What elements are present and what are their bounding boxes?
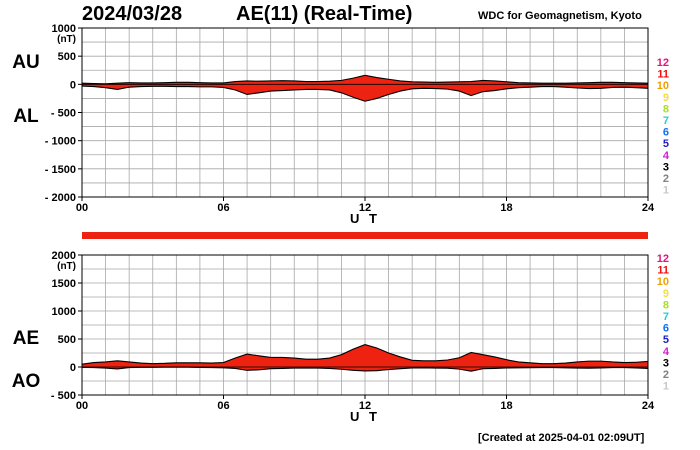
station-count-label: 7 [663, 115, 669, 127]
data-coverage-bar [82, 232, 648, 239]
series-band-fill [82, 75, 648, 102]
created-timestamp: [Created at 2025-04-01 02:09UT] [478, 432, 645, 444]
station-count-label: 12 [657, 253, 669, 265]
x-tick-label: 12 [359, 202, 371, 214]
x-tick-label: 18 [500, 202, 512, 214]
station-count-label: 11 [657, 265, 669, 277]
station-count-label: 9 [663, 288, 669, 300]
series-label-al: AL [13, 106, 39, 127]
y-tick-label: 1500 [52, 278, 76, 290]
y-tick-label: 1000 [52, 23, 76, 35]
station-count-label: 8 [663, 103, 669, 115]
y-tick-label: 0 [70, 362, 76, 374]
station-count-label: 2 [663, 173, 669, 185]
series-label-ae: AE [13, 328, 39, 349]
station-count-label: 9 [663, 92, 669, 104]
y-tick-label: - 1500 [45, 164, 76, 176]
y-tick-label: 500 [58, 51, 76, 63]
series-band-fill [82, 344, 648, 372]
station-count-label: 5 [663, 334, 669, 346]
x-tick-label: 24 [642, 400, 655, 412]
source-label: WDC for Geomagnetism, Kyoto [478, 10, 642, 22]
y-tick-label: 500 [58, 334, 76, 346]
y-tick-label: - 500 [51, 390, 76, 402]
date-heading: 2024/03/28 [82, 3, 183, 25]
x-axis-label: U T [350, 409, 380, 424]
station-count-label: 10 [657, 80, 669, 92]
x-tick-label: 12 [359, 400, 371, 412]
y-tick-label: 2000 [52, 250, 76, 262]
station-count-label: 11 [657, 69, 669, 81]
y-tick-label: - 1000 [45, 136, 76, 148]
x-axis-label: U T [350, 211, 380, 226]
station-count-label: 5 [663, 138, 669, 150]
station-count-label: 7 [663, 311, 669, 323]
x-tick-label: 00 [76, 400, 88, 412]
y-tick-label: - 500 [51, 108, 76, 120]
x-tick-label: 18 [500, 400, 512, 412]
station-count-label: 8 [663, 299, 669, 311]
station-count-label: 6 [663, 323, 669, 335]
x-tick-label: 24 [642, 202, 655, 214]
series-line-ae [81, 344, 649, 365]
station-count-label: 4 [663, 150, 670, 162]
y-tick-label: 1000 [52, 306, 76, 318]
station-count-label: 3 [663, 161, 669, 173]
y-unit-label: (nT) [57, 34, 76, 45]
series-label-ao: AO [12, 371, 41, 392]
station-count-label: 12 [657, 57, 669, 69]
series-line-au [81, 74, 649, 85]
station-count-label: 3 [663, 357, 669, 369]
series-line-al [81, 85, 649, 102]
station-count-label: 6 [663, 127, 669, 139]
x-tick-label: 06 [217, 400, 229, 412]
station-count-label: 10 [657, 276, 669, 288]
station-count-label: 2 [663, 369, 669, 381]
series-label-au: AU [12, 52, 39, 73]
station-count-label: 1 [663, 381, 669, 393]
chart-title: AE(11) (Real-Time) [236, 3, 413, 25]
y-tick-label: 0 [70, 79, 76, 91]
station-count-label: 4 [663, 346, 670, 358]
x-tick-label: 06 [217, 202, 229, 214]
y-unit-label: (nT) [57, 261, 76, 272]
x-tick-label: 00 [76, 202, 88, 214]
y-tick-label: - 2000 [45, 192, 76, 204]
station-count-label: 1 [663, 185, 669, 197]
